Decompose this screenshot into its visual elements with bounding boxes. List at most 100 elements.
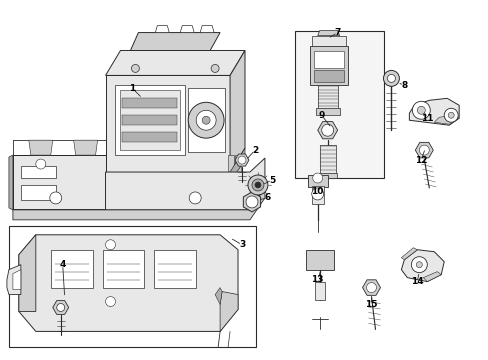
Polygon shape — [215, 288, 222, 305]
Text: 4: 4 — [60, 260, 66, 269]
Circle shape — [50, 192, 61, 204]
Text: 13: 13 — [311, 275, 324, 284]
Circle shape — [196, 110, 216, 130]
Polygon shape — [53, 301, 68, 314]
Circle shape — [202, 116, 210, 124]
Circle shape — [105, 240, 115, 250]
Polygon shape — [362, 280, 380, 295]
Circle shape — [443, 108, 457, 122]
Polygon shape — [408, 98, 458, 125]
Text: 5: 5 — [268, 176, 274, 185]
Circle shape — [254, 182, 261, 188]
Bar — [294, 31, 384, 178]
Bar — [313, 71, 343, 82]
Polygon shape — [13, 155, 105, 210]
Bar — [21, 166, 56, 178]
Circle shape — [312, 173, 322, 183]
Polygon shape — [401, 250, 443, 282]
Polygon shape — [29, 140, 53, 155]
Circle shape — [57, 303, 64, 311]
Bar — [102, 250, 144, 288]
Polygon shape — [19, 235, 238, 332]
Polygon shape — [317, 122, 337, 139]
Polygon shape — [105, 172, 229, 182]
Polygon shape — [423, 272, 440, 282]
Bar — [319, 145, 335, 175]
Circle shape — [245, 196, 258, 208]
Polygon shape — [13, 270, 21, 289]
Text: 14: 14 — [410, 277, 423, 286]
Bar — [314, 282, 324, 300]
Bar — [311, 186, 323, 204]
Polygon shape — [433, 115, 458, 124]
Polygon shape — [9, 155, 13, 210]
Polygon shape — [74, 140, 98, 155]
Polygon shape — [105, 75, 229, 172]
Polygon shape — [401, 248, 416, 260]
Text: 10: 10 — [311, 188, 323, 197]
Circle shape — [188, 102, 224, 138]
Polygon shape — [13, 188, 264, 220]
Polygon shape — [105, 50, 244, 75]
Circle shape — [211, 64, 219, 72]
Text: 12: 12 — [414, 156, 427, 165]
Bar — [318, 173, 336, 178]
Circle shape — [419, 145, 428, 155]
Circle shape — [247, 175, 267, 195]
Bar — [9, 226, 255, 347]
Polygon shape — [120, 90, 180, 150]
Circle shape — [131, 64, 139, 72]
Polygon shape — [309, 45, 347, 85]
Polygon shape — [188, 88, 224, 152]
Circle shape — [415, 262, 422, 268]
Circle shape — [238, 156, 245, 164]
Bar — [154, 250, 196, 288]
Polygon shape — [115, 85, 185, 155]
Polygon shape — [229, 50, 244, 172]
Polygon shape — [130, 32, 220, 50]
Polygon shape — [317, 31, 339, 36]
Circle shape — [366, 283, 376, 293]
Circle shape — [189, 192, 201, 204]
Polygon shape — [13, 158, 264, 210]
Text: 6: 6 — [264, 193, 270, 202]
Bar — [305, 250, 333, 270]
Circle shape — [411, 101, 429, 119]
Circle shape — [311, 188, 323, 200]
Polygon shape — [235, 154, 248, 166]
Circle shape — [251, 179, 264, 191]
Polygon shape — [19, 235, 36, 311]
Polygon shape — [229, 148, 244, 182]
Bar — [51, 250, 92, 288]
Polygon shape — [414, 142, 432, 158]
Circle shape — [321, 124, 333, 136]
Circle shape — [416, 106, 425, 114]
Bar — [122, 132, 177, 142]
Polygon shape — [311, 36, 345, 45]
Bar — [315, 108, 339, 115]
Polygon shape — [7, 265, 21, 294]
Polygon shape — [155, 26, 169, 32]
Polygon shape — [180, 26, 194, 32]
Bar — [122, 98, 177, 108]
Circle shape — [383, 71, 399, 86]
Polygon shape — [235, 155, 241, 172]
Polygon shape — [220, 292, 238, 332]
Circle shape — [447, 112, 453, 118]
Polygon shape — [243, 192, 260, 212]
Text: 11: 11 — [420, 114, 433, 123]
Bar — [21, 185, 56, 200]
Bar — [122, 115, 177, 125]
Bar — [317, 85, 337, 110]
Bar — [307, 175, 327, 187]
Text: 15: 15 — [365, 300, 377, 309]
Text: 1: 1 — [129, 84, 135, 93]
Bar — [313, 50, 343, 68]
Circle shape — [410, 257, 427, 273]
Text: 9: 9 — [318, 111, 324, 120]
Circle shape — [386, 75, 395, 82]
Polygon shape — [200, 26, 214, 32]
Polygon shape — [227, 155, 234, 172]
Text: 2: 2 — [251, 145, 258, 154]
Circle shape — [105, 297, 115, 306]
